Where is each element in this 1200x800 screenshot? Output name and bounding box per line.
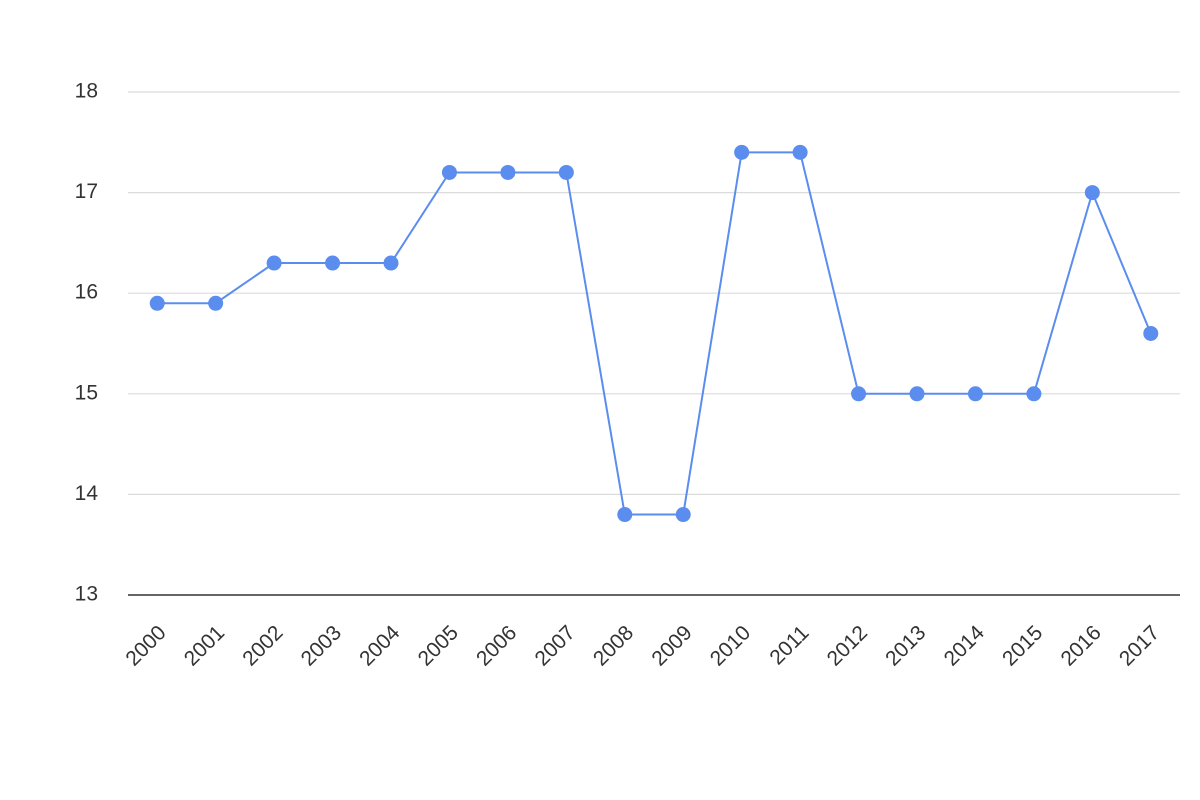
data-point bbox=[500, 164, 516, 180]
x-tick-label: 2003 bbox=[297, 621, 346, 670]
x-tick-label: 2010 bbox=[706, 621, 755, 670]
x-tick-label: 2017 bbox=[1115, 621, 1164, 670]
x-tick-label: 2011 bbox=[765, 621, 813, 669]
x-tick-label: 2001 bbox=[180, 621, 229, 670]
data-point bbox=[1143, 325, 1159, 341]
y-tick-label: 18 bbox=[75, 80, 98, 103]
x-tick-label: 2005 bbox=[414, 621, 463, 670]
data-point bbox=[149, 295, 165, 311]
data-point bbox=[792, 144, 808, 160]
series-line bbox=[157, 151, 1152, 516]
x-tick-label: 2004 bbox=[355, 621, 405, 671]
x-tick-label: 2008 bbox=[589, 621, 638, 670]
data-point bbox=[675, 507, 691, 523]
y-tick-label: 16 bbox=[75, 281, 98, 304]
data-point bbox=[208, 295, 224, 311]
y-tick-label: 13 bbox=[75, 583, 98, 606]
data-point bbox=[383, 255, 399, 271]
y-tick-label: 15 bbox=[75, 381, 98, 404]
data-point bbox=[617, 507, 633, 523]
x-tick-label: 2013 bbox=[881, 621, 930, 670]
data-point bbox=[851, 386, 867, 402]
x-tick-label: 2000 bbox=[121, 621, 170, 670]
x-tick-label: 2016 bbox=[1056, 621, 1105, 670]
x-tick-label: 2002 bbox=[238, 621, 287, 670]
x-tick-label: 2012 bbox=[823, 621, 872, 670]
y-tick-label: 17 bbox=[75, 180, 98, 203]
y-tick-label: 14 bbox=[75, 482, 99, 505]
x-tick-label: 2009 bbox=[647, 621, 696, 670]
x-tick-label: 2014 bbox=[940, 621, 990, 671]
data-point bbox=[558, 164, 574, 180]
data-point bbox=[441, 164, 457, 180]
data-point bbox=[909, 386, 925, 402]
data-point bbox=[325, 255, 341, 271]
data-point bbox=[1084, 185, 1100, 201]
x-tick-label: 2006 bbox=[472, 621, 521, 670]
x-tick-label: 2007 bbox=[530, 621, 579, 670]
data-point bbox=[1026, 386, 1042, 402]
data-point bbox=[266, 255, 282, 271]
data-point bbox=[734, 144, 750, 160]
data-point bbox=[967, 386, 983, 402]
x-tick-label: 2015 bbox=[998, 621, 1047, 670]
